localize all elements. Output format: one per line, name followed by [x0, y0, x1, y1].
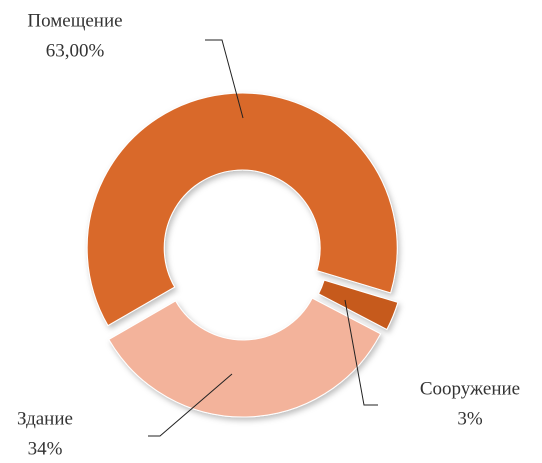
slices [86, 92, 399, 418]
donut-slice [108, 297, 382, 418]
slice-value-label: 63,00% [46, 40, 105, 61]
slice-value-label: 34% [28, 438, 63, 459]
slice-label: Здание [17, 408, 73, 429]
slice-label: Помещение [27, 10, 122, 31]
leader-line [148, 373, 233, 437]
leader-line [205, 39, 244, 119]
donut-slice [317, 279, 399, 331]
slice-value-label: 3% [457, 408, 483, 429]
slice-label: Сооружение [420, 378, 520, 399]
donut-slice [86, 92, 398, 327]
leader-line [344, 299, 378, 406]
